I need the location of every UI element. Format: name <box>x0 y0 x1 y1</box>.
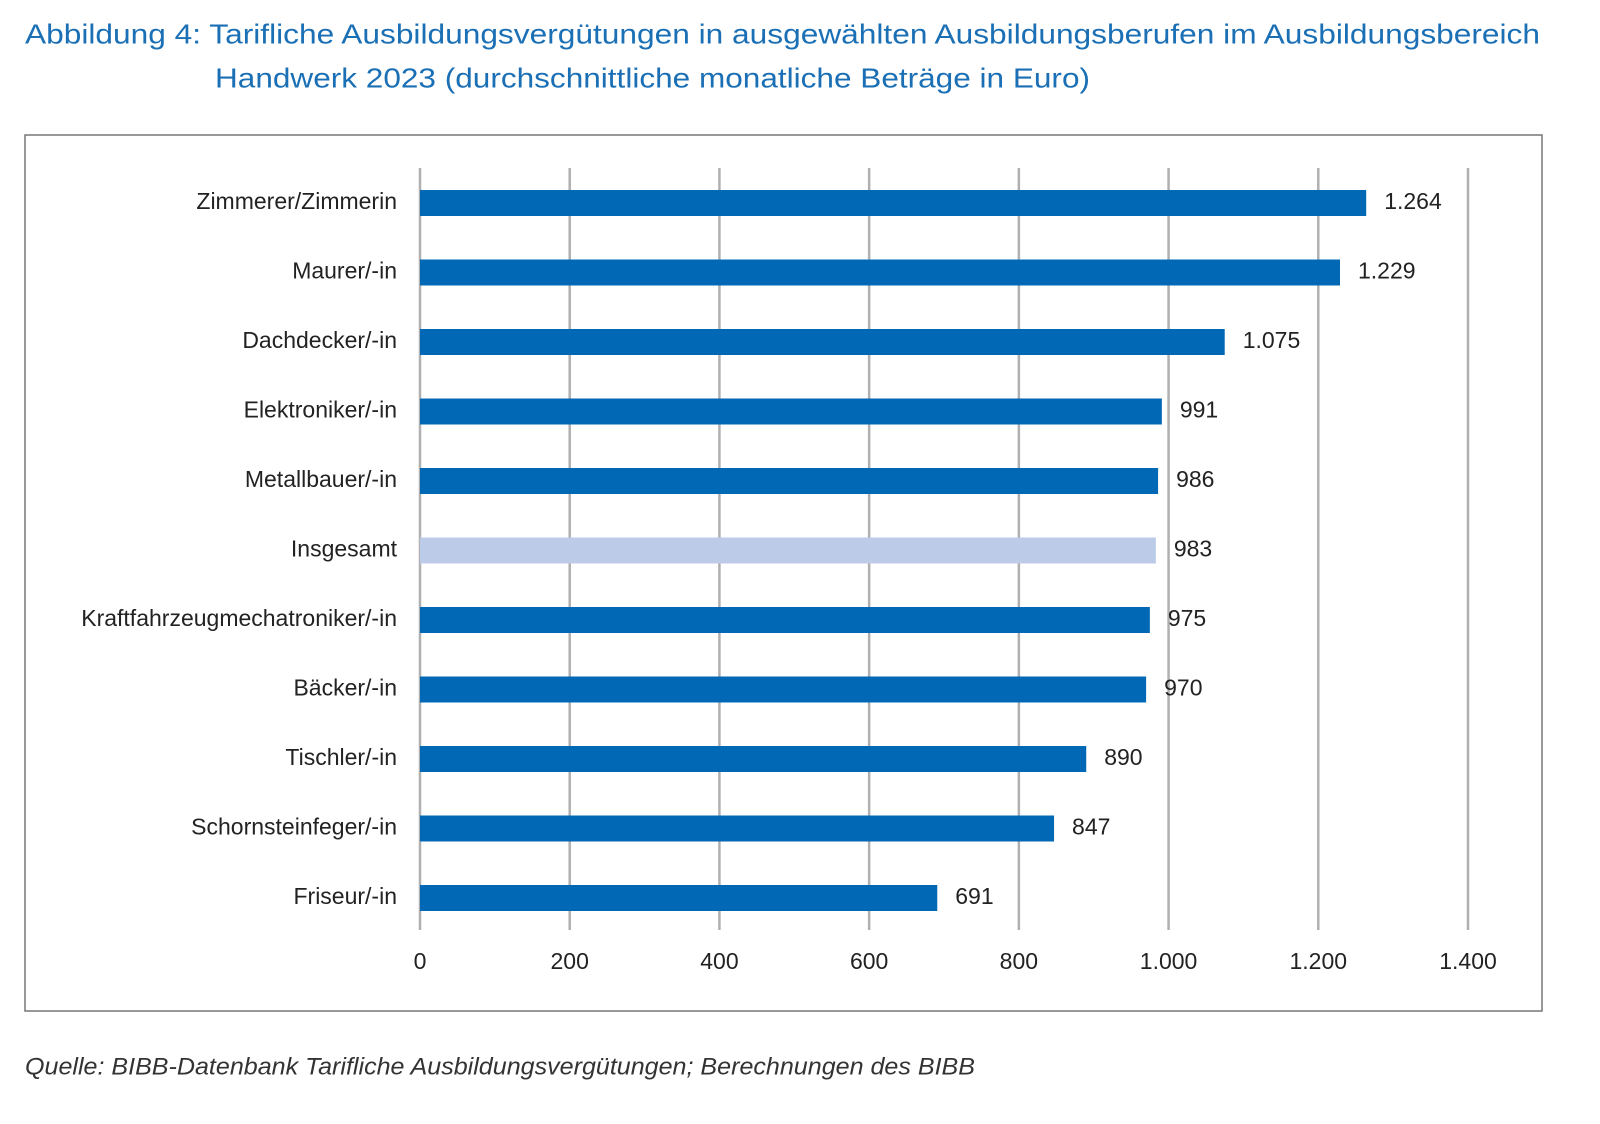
bar <box>420 746 1087 772</box>
y-tick-label: Dachdecker/-in <box>242 327 397 353</box>
x-tick-label: 800 <box>1000 948 1038 974</box>
value-label: 691 <box>955 883 993 909</box>
value-label: 986 <box>1176 466 1214 492</box>
y-tick-label: Metallbauer/-in <box>245 466 397 492</box>
y-tick-label: Insgesamt <box>291 536 398 562</box>
bar <box>420 259 1340 286</box>
plot-frame <box>24 134 1543 1012</box>
value-label: 970 <box>1164 675 1202 701</box>
bar <box>420 815 1055 842</box>
bar <box>420 190 1367 216</box>
y-tick-label: Friseur/-in <box>293 883 397 909</box>
bar <box>420 468 1159 494</box>
x-tick-label: 200 <box>551 948 589 974</box>
y-tick-label: Zimmerer/Zimmerin <box>196 188 397 214</box>
value-label: 1.229 <box>1358 258 1416 284</box>
value-label: 1.075 <box>1243 327 1301 353</box>
value-label: 975 <box>1168 605 1206 631</box>
bar <box>420 537 1156 564</box>
bar <box>420 885 938 911</box>
bar <box>420 398 1162 425</box>
x-tick-label: 1.400 <box>1439 948 1497 974</box>
chart-title: Abbildung 4: Tarifliche Ausbildungsvergü… <box>25 18 1540 49</box>
source-note: Quelle: BIBB-Datenbank Tarifliche Ausbil… <box>25 1053 975 1080</box>
x-tick-label: 0 <box>414 948 427 974</box>
value-label: 847 <box>1072 814 1110 840</box>
value-label: 890 <box>1104 744 1142 770</box>
value-label: 1.264 <box>1384 188 1442 214</box>
x-tick-label: 600 <box>850 948 888 974</box>
bar <box>420 676 1147 703</box>
y-tick-label: Bäcker/-in <box>293 675 397 701</box>
value-label: 991 <box>1180 397 1218 423</box>
chart-title: Handwerk 2023 (durchschnittliche monatli… <box>215 62 1090 93</box>
y-tick-label: Schornsteinfeger/-in <box>191 814 397 840</box>
x-tick-label: 1.000 <box>1140 948 1198 974</box>
value-label: 983 <box>1174 536 1212 562</box>
x-tick-label: 400 <box>700 948 738 974</box>
y-tick-label: Kraftfahrzeugmechatroniker/-in <box>81 605 397 631</box>
y-tick-label: Maurer/-in <box>292 258 397 284</box>
y-tick-label: Tischler/-in <box>285 744 397 770</box>
x-tick-label: 1.200 <box>1290 948 1348 974</box>
y-tick-label: Elektroniker/-in <box>244 397 397 423</box>
bar <box>420 329 1225 355</box>
bar <box>420 607 1150 633</box>
